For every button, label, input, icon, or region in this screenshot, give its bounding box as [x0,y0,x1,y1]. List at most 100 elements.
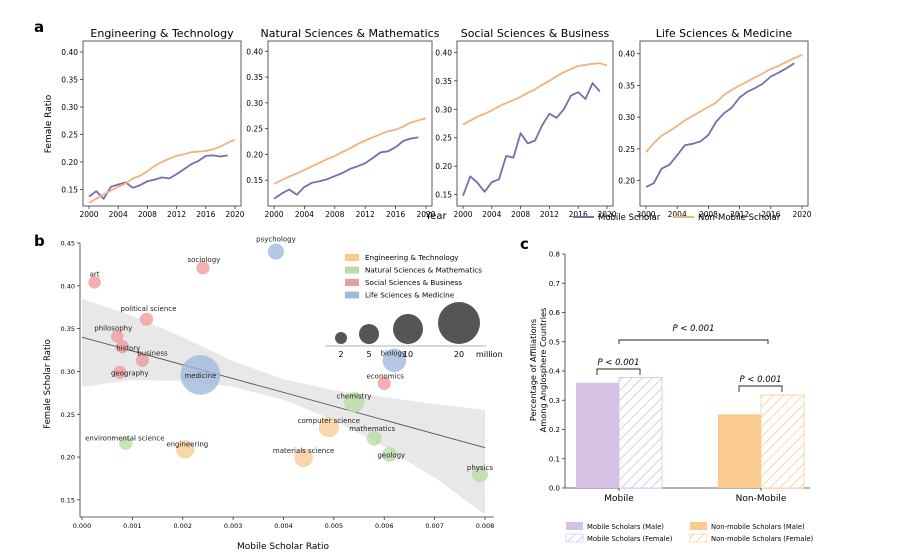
trend-line [81,336,486,449]
y-tick-label: 0.15 [246,176,263,185]
bar [718,414,761,488]
y-axis-label: Female Ratio [44,94,54,153]
point-label: sociology [187,256,220,264]
legend-label: Natural Sciences & Mathematics [365,266,482,275]
y-tick-label: 0.20 [246,150,263,159]
x-tick-label: 0.006 [375,522,394,530]
legend-label: Mobile Scholars (Female) [587,535,673,543]
size-legend-value: 2 [338,350,343,359]
scatter-point [115,340,129,354]
y-tick-label: 0.15 [61,496,75,504]
y-tick-label: 0.25 [61,411,75,419]
subplot-title: Engineering & Technology [90,27,234,40]
legend-swatch [689,533,708,543]
legend-swatch [345,254,359,261]
scatter-point [119,436,133,450]
x-tick-label: 2012 [167,210,186,219]
y-tick-label: 0.25 [246,125,263,134]
size-legend-bubble [359,324,379,344]
legend-label: Mobile Scholars (Male) [587,523,664,531]
y-tick-label: 0.15 [61,186,78,195]
scatter-point [318,416,340,438]
x-tick-label: 2016 [386,210,405,219]
scatter-point [180,354,221,395]
size-legend-bubble [438,302,480,344]
y-tick-label: 0.40 [435,48,452,57]
y-tick-label: 0.45 [61,240,75,248]
legend-swatch [345,266,359,274]
point-label: computer science [298,417,360,425]
y-tick-label: 0.7 [549,280,560,288]
panel-label-c: c [520,235,529,253]
subplot-frame [456,40,614,207]
x-tick-label: 2000 [636,210,655,219]
panel-a: a Engineering & Technology 0.15 0.20 0.25 0.3… [34,18,812,223]
scatter-point [377,376,391,391]
x-tick-label: 2016 [761,210,780,219]
x-tick-label: 2008 [325,210,344,219]
x-tick-label: 0.001 [123,522,142,530]
panel-label-b: b [34,232,45,250]
legend-label-nonmobile: Non-Mobile Scholar [698,213,781,223]
series-line-mobile [273,136,419,200]
point-label: history [116,345,140,353]
y-axis-label: Female Scholar Ratio [43,339,53,429]
y-tick-label: 0.2 [549,426,560,434]
y-tick-label: 0.25 [618,145,635,154]
y-tick-label: 0.3 [549,397,560,405]
x-tick-label: 2012 [540,210,559,219]
y-tick-label: 0.30 [61,368,75,376]
y-tick-label: 0.0 [549,485,560,493]
scatter-point [196,261,210,275]
x-tick-label: 2012 [356,210,375,219]
panel-label-a: a [34,18,44,36]
scatter-point [111,330,124,343]
point-label: mathematics [349,425,395,433]
y-tick-label: 0.35 [618,81,635,90]
x-tick-label: 0.004 [274,522,293,530]
legend-swatch [566,522,583,530]
legend-label: Non-mobile Scholars (Female) [711,535,814,543]
y-tick-label: 0.30 [246,99,263,108]
x-tick-label: 2020 [792,210,811,219]
x-tick-label: 0.007 [425,522,444,530]
x-tick-label: 2004 [109,210,128,219]
subplot-title: Social Sciences & Business [461,27,610,40]
x-tick-label: 2020 [416,210,435,219]
point-label: engineering [166,440,208,448]
legend-label-mobile: Mobile Scholar [598,213,661,223]
x-tick-label: 2000 [453,210,472,219]
x-axis-label: Mobile Scholar Ratio [237,542,329,552]
x-tick-label: 2004 [668,210,687,219]
size-legend-bubble [335,332,347,344]
y-tick-label: 0.15 [435,191,452,200]
bar [760,394,805,489]
x-tick-label: 2000 [264,210,283,219]
y-tick-label: 0.30 [435,105,452,114]
significance-label: P < 0.001 [598,358,640,368]
legend-label: Life Sciences & Medicine [365,291,455,300]
series-line-nonmobile [645,54,803,153]
legend-label: Non-mobile Scholars (Male) [711,523,805,531]
y-axis-label-line1: Percentage of Affiliations [528,319,538,421]
size-legend-value: 10 [403,350,413,359]
legend-swatch [690,522,707,530]
y-tick-label: 0.5 [549,338,560,346]
x-tick-label: 2020 [225,210,244,219]
point-label: medicine [184,372,216,380]
y-tick-label: 0.8 [549,251,560,259]
size-legend-value: 20 [454,350,464,359]
point-label: philosophy [94,324,132,332]
x-tick-label: Mobile [604,494,634,504]
scatter-point [139,312,154,326]
x-tick-label: Non-Mobile [736,494,787,504]
scatter-point [471,466,489,483]
x-tick-label: 2008 [511,210,530,219]
confidence-band [82,298,485,515]
scatter-point [267,243,285,260]
x-tick-label: 2004 [482,210,501,219]
y-tick-label: 0.4 [549,368,561,376]
scatter-point [294,448,313,468]
scatter-point [135,353,150,367]
